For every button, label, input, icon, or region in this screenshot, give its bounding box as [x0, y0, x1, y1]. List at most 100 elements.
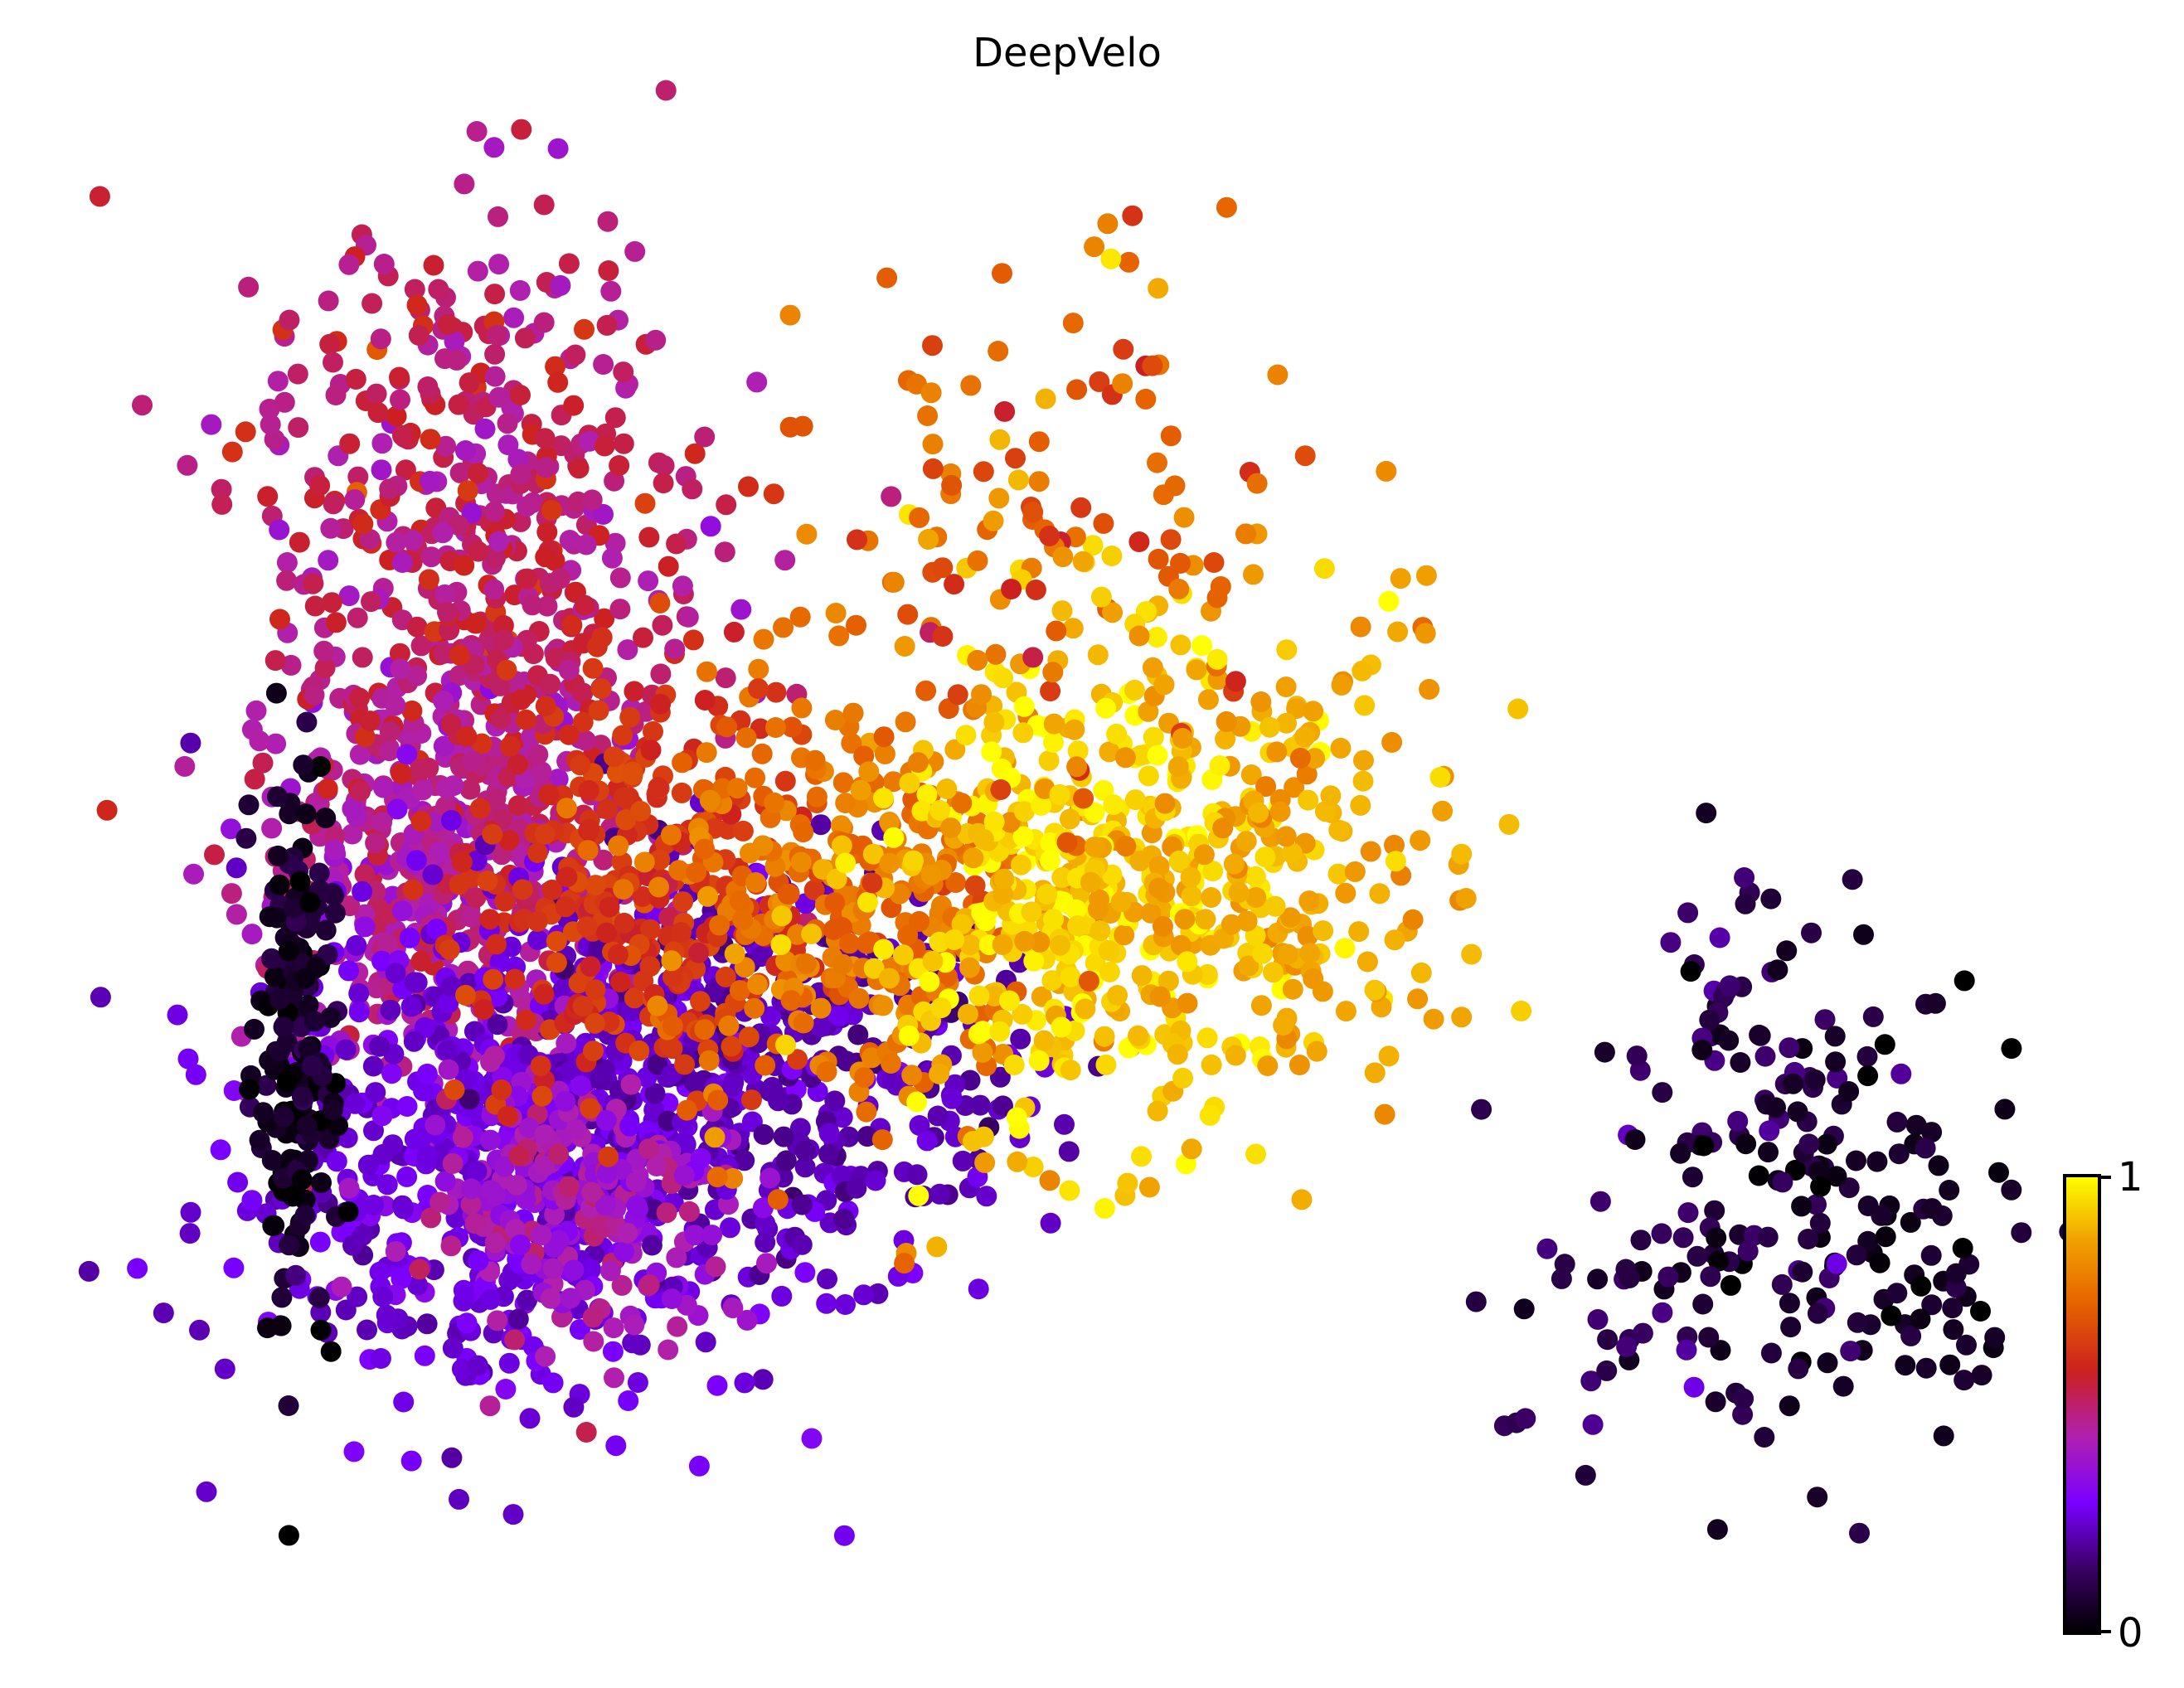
- scatter-point: [393, 1198, 414, 1220]
- scatter-point: [624, 240, 646, 262]
- scatter-point: [1099, 961, 1120, 982]
- scatter-point: [320, 1006, 342, 1028]
- scatter-point: [806, 786, 827, 808]
- scatter-point: [816, 1293, 837, 1314]
- scatter-point: [540, 673, 561, 695]
- scatter-point: [1240, 764, 1262, 785]
- scatter-point: [609, 599, 631, 620]
- scatter-point: [390, 389, 410, 410]
- scatter-point: [1252, 943, 1274, 964]
- scatter-point: [440, 810, 462, 831]
- scatter-point: [291, 1086, 313, 1108]
- scatter-point: [252, 752, 274, 774]
- scatter-point: [1984, 1327, 2006, 1348]
- scatter-point: [613, 879, 634, 900]
- scatter-point: [342, 823, 363, 845]
- scatter-point: [1780, 1317, 1802, 1338]
- scatter-point: [309, 1231, 331, 1253]
- scatter-point: [565, 1118, 587, 1140]
- scatter-point: [1330, 737, 1352, 759]
- scatter-point: [971, 684, 992, 706]
- scatter-point: [438, 313, 459, 335]
- scatter-point: [238, 794, 260, 816]
- scatter-point: [598, 260, 619, 281]
- scatter-point: [323, 493, 344, 515]
- scatter-point: [1102, 602, 1124, 623]
- scatter-point: [694, 426, 716, 448]
- scatter-point: [1314, 801, 1336, 822]
- scatter-point: [1022, 1157, 1044, 1177]
- scatter-point: [348, 982, 370, 1004]
- scatter-point: [1344, 861, 1366, 882]
- scatter-point: [881, 486, 902, 507]
- scatter-point: [1461, 943, 1483, 965]
- scatter-point: [633, 627, 653, 648]
- scatter-point: [1626, 1045, 1648, 1067]
- scatter-point: [1334, 938, 1356, 959]
- scatter-point: [486, 934, 507, 955]
- scatter-point: [1003, 1055, 1025, 1075]
- scatter-point: [1012, 722, 1034, 744]
- colorbar-label-max: 1: [2118, 1154, 2143, 1201]
- scatter-point: [1225, 671, 1246, 692]
- chart-title: DeepVelo: [973, 30, 1162, 76]
- scatter-point: [1779, 1037, 1800, 1059]
- scatter-point: [211, 478, 232, 500]
- scatter-point: [1142, 657, 1163, 678]
- scatter-point: [422, 864, 444, 885]
- scatter-point: [779, 304, 801, 326]
- scatter-point: [740, 1089, 762, 1111]
- scatter-point: [488, 386, 510, 408]
- scatter-point: [259, 906, 280, 928]
- scatter-point: [403, 1031, 425, 1052]
- scatter-point: [273, 1016, 294, 1038]
- scatter-point: [362, 293, 383, 314]
- scatter-point: [920, 864, 942, 885]
- scatter-point: [922, 950, 944, 972]
- scatter-point: [973, 1126, 994, 1147]
- scatter-point: [1097, 213, 1119, 235]
- scatter-point: [1099, 741, 1120, 763]
- scatter-point: [1942, 1298, 1963, 1319]
- scatter-point: [510, 463, 531, 485]
- scatter-point: [801, 924, 823, 944]
- scatter-point: [309, 475, 331, 497]
- scatter-point: [446, 349, 468, 371]
- scatter-point: [720, 1217, 740, 1239]
- scatter-point: [1112, 373, 1133, 395]
- scatter-point: [314, 657, 336, 679]
- scatter-point: [1757, 1226, 1779, 1248]
- scatter-point: [841, 732, 862, 754]
- scatter-point: [1147, 452, 1167, 473]
- scatter-point: [1900, 1325, 1922, 1346]
- scatter-point: [270, 1315, 292, 1336]
- scatter-point: [795, 953, 817, 974]
- scatter-point: [1410, 830, 1431, 851]
- scatter-point: [1124, 679, 1145, 701]
- scatter-point: [658, 1339, 679, 1361]
- scatter-point: [279, 803, 300, 825]
- scatter-point: [655, 80, 677, 101]
- scatter-point: [487, 1014, 508, 1036]
- scatter-point: [296, 711, 318, 733]
- scatter-point: [349, 687, 370, 709]
- scatter-point: [221, 883, 242, 905]
- scatter-point: [738, 1026, 760, 1048]
- scatter-point: [339, 433, 361, 454]
- scatter-point: [1765, 1097, 1786, 1118]
- scatter-point: [265, 650, 286, 672]
- scatter-point: [291, 1169, 313, 1191]
- scatter-point: [479, 1288, 501, 1310]
- scatter-point: [261, 817, 283, 839]
- scatter-point: [534, 428, 556, 449]
- scatter-point: [1060, 966, 1081, 987]
- scatter-point: [1168, 579, 1190, 599]
- scatter-point: [745, 872, 766, 893]
- scatter-point: [1596, 1360, 1618, 1381]
- scatter-point: [223, 1257, 245, 1278]
- scatter-point: [1080, 871, 1101, 893]
- scatter-point: [617, 639, 638, 661]
- scatter-point: [1038, 749, 1060, 771]
- scatter-point: [279, 309, 300, 331]
- scatter-point: [483, 968, 504, 990]
